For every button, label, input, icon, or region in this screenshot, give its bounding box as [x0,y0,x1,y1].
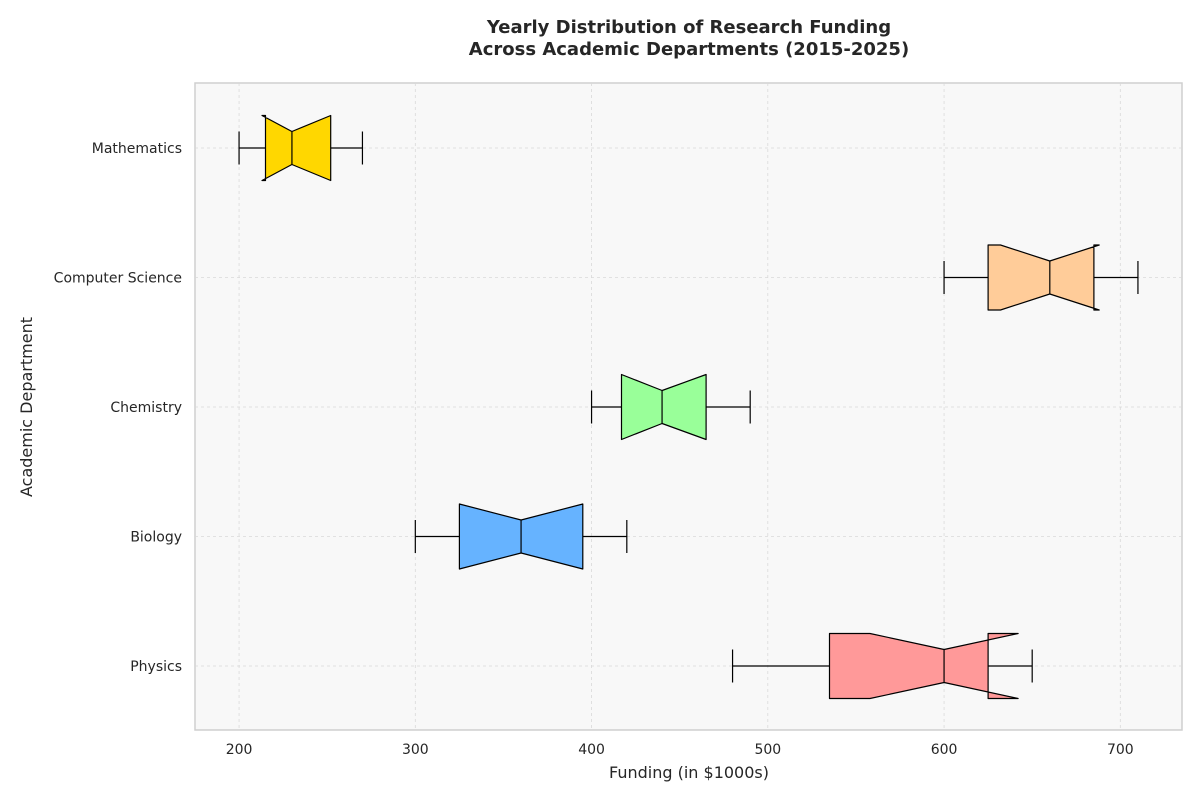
box-computer-science [943,244,1139,311]
box-biology [414,503,628,570]
chart-title-line-2: Across Academic Departments (2015-2025) [469,39,909,60]
box-physics [731,632,1033,700]
x-tick-label: 600 [931,742,958,758]
y-tick-label: Mathematics [92,141,182,157]
x-tick-label: 700 [1107,742,1134,758]
x-tick-label: 200 [226,742,253,758]
x-tick-label: 400 [578,742,605,758]
box-chemistry [590,373,751,441]
y-tick-label: Computer Science [54,271,182,287]
x-tick-label: 300 [402,742,429,758]
box-body [261,114,332,182]
box-body [828,632,1019,700]
box-layer [238,114,1139,700]
y-tick-label: Physics [130,659,182,675]
box-mathematics [238,114,364,182]
chart-title-line-1: Yearly Distribution of Research Funding [486,17,891,38]
y-tick-label: Chemistry [110,400,182,416]
y-axis-label: Academic Department [17,317,36,497]
y-tick-layer: Physics Biology Chemistry Computer Science M… [54,141,182,675]
box-body [987,244,1100,311]
x-tick-layer: 200 300 400 500 600 700 [226,742,1134,758]
x-tick-label: 500 [754,742,781,758]
y-tick-label: Biology [130,530,182,546]
x-axis-label: Funding (in $1000s) [609,763,769,782]
